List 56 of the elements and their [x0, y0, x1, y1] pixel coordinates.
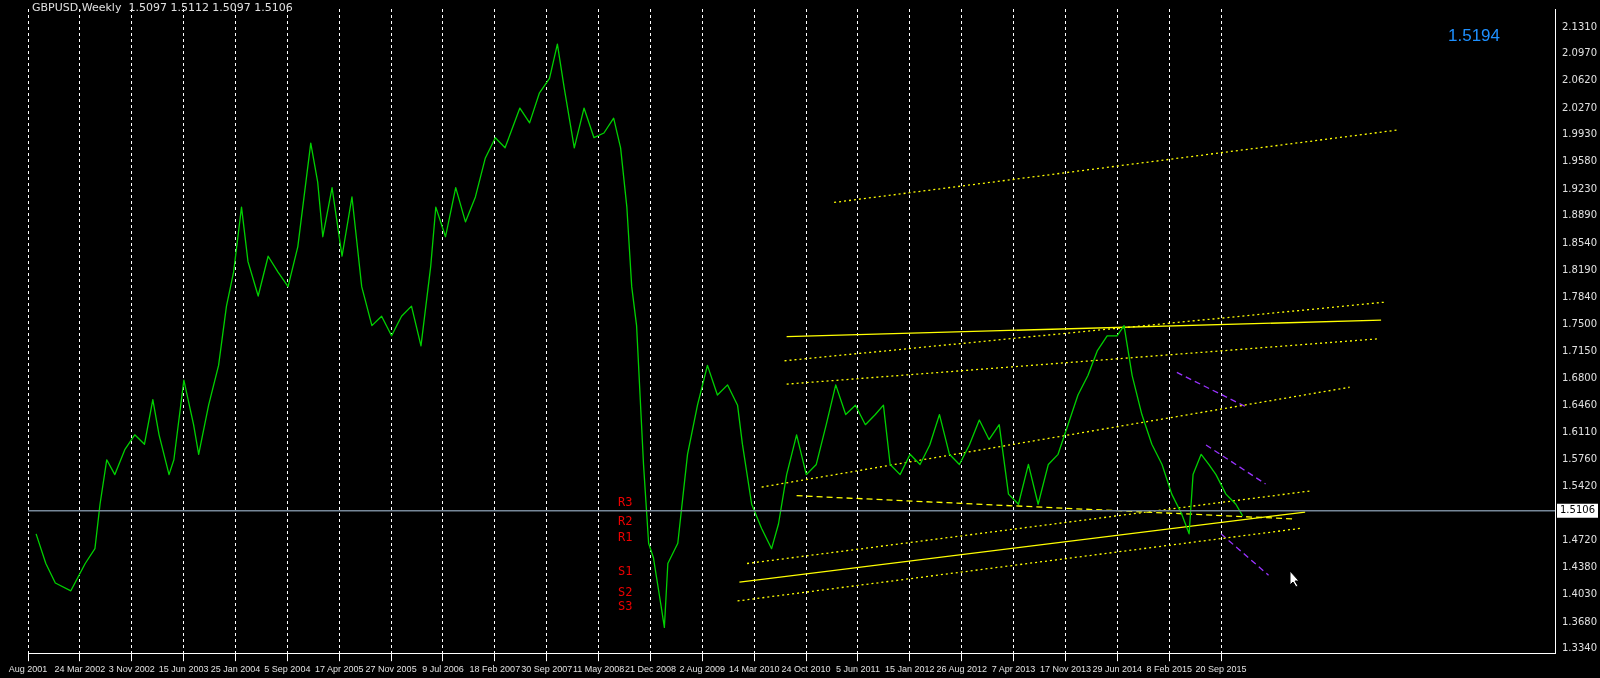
- x-tick-label: 25 Jan 2004: [210, 664, 261, 675]
- y-tick-label: 1.7150: [1562, 344, 1598, 356]
- x-tick-label: 2 Aug 2009: [679, 664, 726, 675]
- chart-title: GBPUSD,Weekly 1.5097 1.5112 1.5097 1.5106: [32, 1, 293, 15]
- x-tick-label: 24 Mar 2002: [54, 664, 106, 675]
- annotation: R2: [618, 514, 633, 529]
- x-tick-label: 24 Oct 2010: [781, 664, 831, 675]
- y-tick-label: 2.1310: [1562, 20, 1598, 32]
- x-tick-label: 5 Sep 2004: [264, 664, 311, 675]
- x-tick-label: 9 Jul 2006: [422, 664, 464, 675]
- x-tick-label: 18 Feb 2007: [469, 664, 521, 675]
- y-tick-label: 2.0970: [1562, 47, 1598, 59]
- y-tick-label: 1.5420: [1562, 479, 1598, 491]
- y-tick-label: 1.8890: [1562, 209, 1598, 221]
- y-tick-label: 1.3340: [1562, 642, 1598, 654]
- x-tick-label: 17 Nov 2013: [1039, 664, 1091, 675]
- x-tick-label: 27 Nov 2005: [365, 664, 417, 675]
- y-tick-label: 1.5760: [1562, 453, 1598, 465]
- x-tick-label: 30 Sep 2007: [521, 664, 573, 675]
- y-tick-label: 1.4720: [1562, 534, 1598, 546]
- x-tick-label: 26 Aug 2012: [936, 664, 987, 675]
- x-tick-label: 17 Apr 2005: [314, 664, 364, 675]
- y-tick-label: 1.6460: [1562, 398, 1598, 410]
- y-tick-label: 2.0270: [1562, 101, 1598, 113]
- y-tick-label: 1.7840: [1562, 291, 1598, 303]
- x-tick-label: 14 Mar 2010: [728, 664, 780, 675]
- y-tick-label: 1.3680: [1562, 615, 1598, 627]
- annotation: S3: [618, 599, 633, 614]
- x-tick-label: 21 Dec 2008: [624, 664, 676, 675]
- y-tick-label: 1.8190: [1562, 263, 1598, 275]
- y-tick-label: 1.6800: [1562, 372, 1598, 384]
- y-tick-label: 1.9930: [1562, 128, 1598, 140]
- x-tick-label: 15 Jan 2012: [885, 664, 935, 675]
- ref-line-label: 1.5106: [1560, 504, 1596, 516]
- y-tick-label: 1.9580: [1562, 155, 1598, 167]
- y-tick-label: 1.6110: [1562, 426, 1598, 438]
- annotation: 1.5194: [1448, 25, 1501, 45]
- y-tick-label: 2.0620: [1562, 74, 1598, 86]
- y-tick-label: 1.4380: [1562, 561, 1598, 572]
- x-tick-label: 29 Jun 2014: [1092, 664, 1143, 675]
- y-tick-label: 1.4030: [1562, 588, 1598, 600]
- x-tick-label: 5 Jun 2011: [836, 664, 880, 675]
- y-tick-label: 1.8540: [1562, 236, 1598, 248]
- annotation: S1: [618, 564, 633, 579]
- x-tick-label: 3 Nov 2002: [108, 664, 155, 675]
- y-tick-label: 1.9230: [1562, 182, 1598, 194]
- annotation: S2: [618, 585, 633, 600]
- x-tick-label: 20 Sep 2015: [1195, 664, 1247, 675]
- annotation: R3: [618, 495, 633, 510]
- y-tick-label: 1.7500: [1562, 317, 1598, 329]
- x-tick-label: Aug 2001: [8, 664, 48, 675]
- annotation: R1: [618, 530, 633, 545]
- x-tick-label: 7 Apr 2013: [991, 664, 1036, 675]
- x-tick-label: 8 Feb 2015: [1146, 664, 1192, 675]
- x-tick-label: 11 May 2008: [572, 664, 625, 675]
- x-tick-label: 15 Jun 2003: [158, 664, 209, 675]
